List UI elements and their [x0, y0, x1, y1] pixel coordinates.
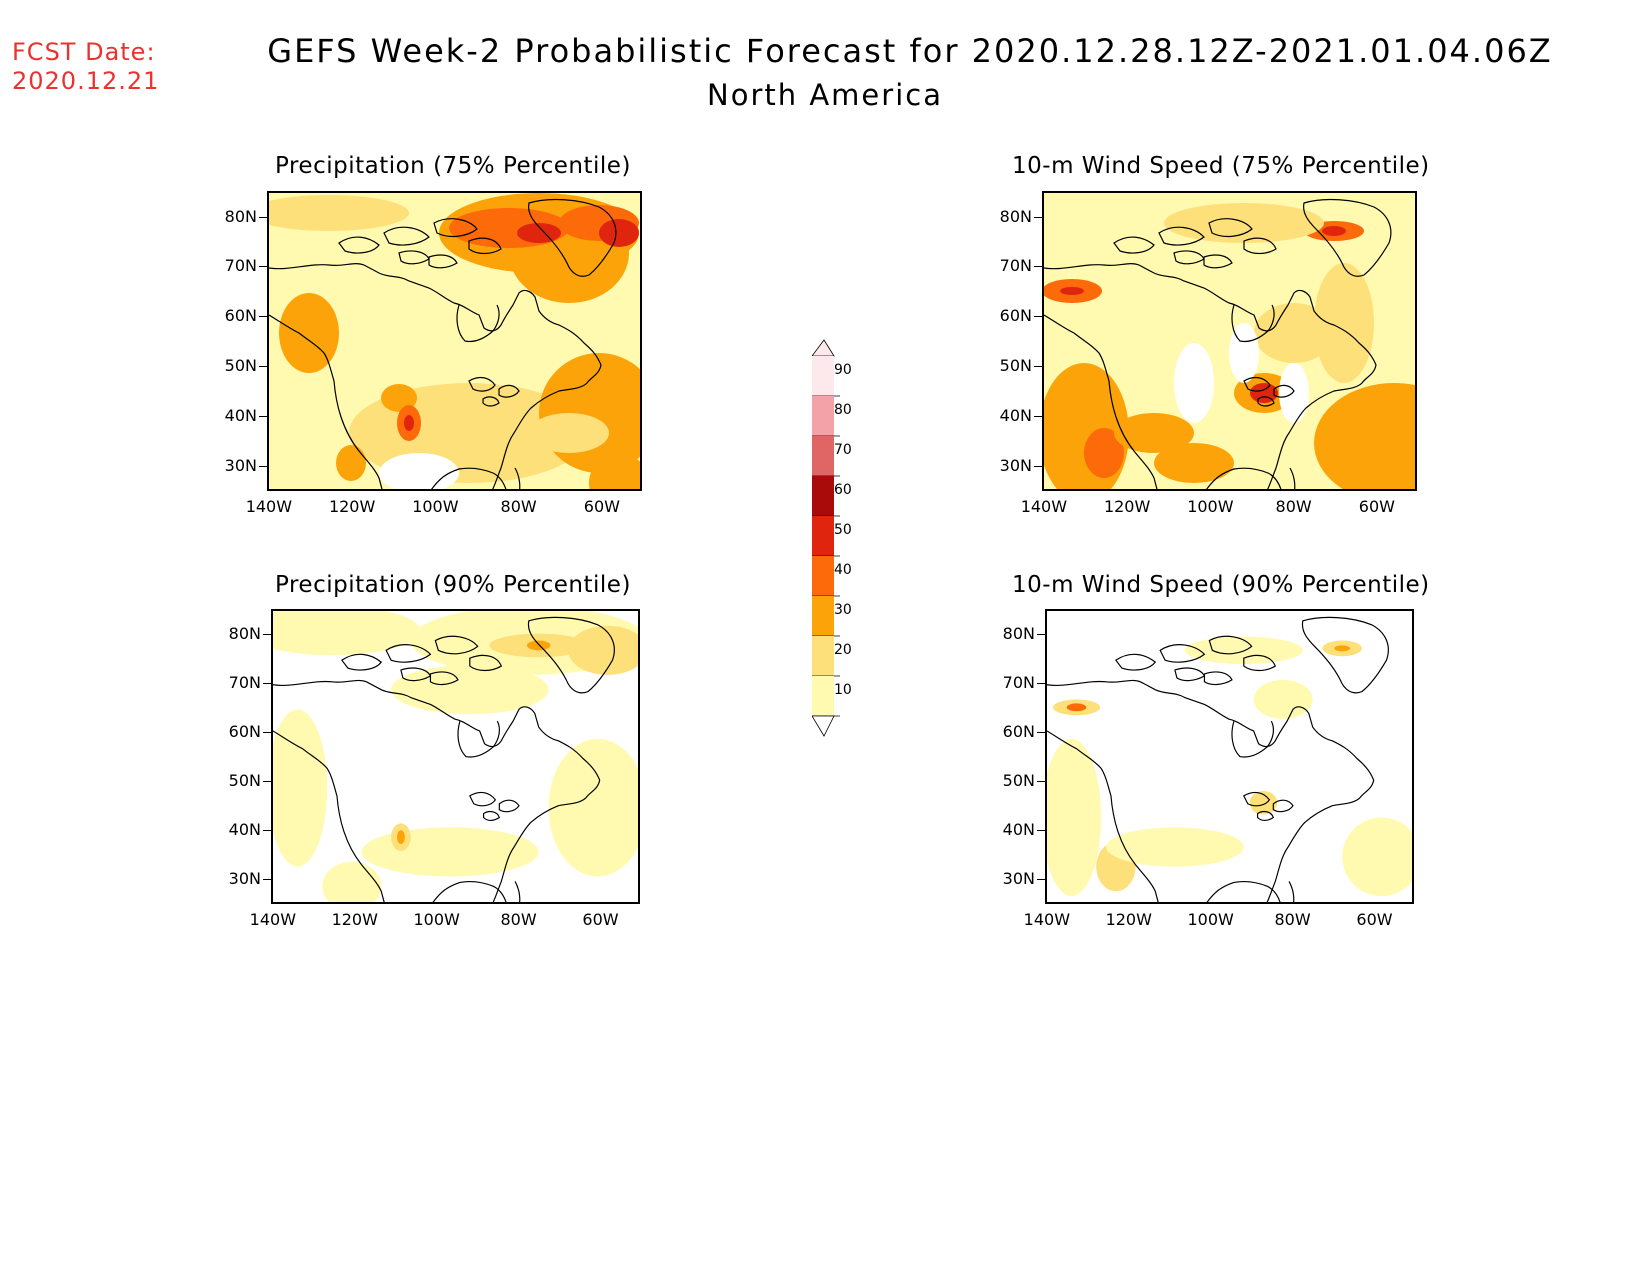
lat-tick-label: 40N — [224, 405, 257, 425]
lat-tick-mark — [1037, 878, 1045, 880]
colorbar-level-label: 10 — [834, 682, 852, 698]
panel-title-wind-90: 10-m Wind Speed (90% Percentile) — [1012, 572, 1430, 598]
lat-tick-mark — [259, 465, 267, 467]
lon-tick-label: 100W — [413, 910, 460, 929]
lon-tick-label: 120W — [331, 910, 378, 929]
colorbar-level-label: 80 — [834, 402, 852, 418]
lat-tick-mark — [1037, 732, 1045, 733]
panel-title-wind-75: 10-m Wind Speed (75% Percentile) — [1012, 153, 1430, 179]
lon-tick-label: 120W — [1103, 497, 1151, 516]
lon-tick-label: 120W — [1105, 910, 1152, 929]
lat-tick-mark — [259, 216, 267, 218]
lon-tick-label: 80W — [1275, 497, 1312, 516]
lat-tick-mark — [1034, 216, 1042, 218]
lat-tick-label: 80N — [228, 624, 261, 644]
lon-tick-label: 140W — [1020, 497, 1068, 516]
lon-tick-label: 60W — [1358, 497, 1395, 516]
lat-tick-label: 70N — [999, 256, 1032, 276]
lon-tick-label: 100W — [1187, 910, 1234, 929]
lon-tick-label: 100W — [1187, 497, 1234, 516]
lat-tick-mark — [1034, 316, 1042, 318]
lon-tick-label: 60W — [583, 497, 620, 516]
lat-tick-mark — [263, 634, 271, 636]
map-precip-90 — [271, 609, 640, 904]
lat-tick-label: 70N — [228, 673, 261, 693]
lat-tick-mark — [1037, 780, 1045, 782]
lat-tick-mark — [263, 732, 271, 733]
lat-tick-label: 80N — [1002, 624, 1035, 644]
lat-tick-mark — [1034, 465, 1042, 467]
lon-tick-label: 100W — [412, 497, 459, 516]
lat-tick-label: 30N — [1002, 868, 1035, 888]
lat-tick-label: 60N — [228, 722, 261, 741]
lat-tick-label: 50N — [1002, 770, 1035, 790]
lat-tick-mark — [1037, 683, 1045, 685]
lon-tick-label: 140W — [249, 910, 297, 929]
lat-tick-label: 50N — [999, 355, 1032, 375]
panel-title-precip-90: Precipitation (90% Percentile) — [275, 572, 631, 598]
lat-tick-label: 30N — [228, 868, 261, 888]
lat-tick-label: 60N — [224, 306, 257, 326]
fcst-date-value: 2020.12.21 — [12, 67, 160, 95]
lat-tick-label: 30N — [999, 455, 1032, 475]
lat-tick-mark — [259, 415, 267, 417]
lat-tick-mark — [263, 829, 271, 831]
lat-tick-label: 80N — [224, 206, 257, 226]
lon-tick-label: 60W — [1356, 910, 1393, 929]
lat-tick-mark — [1034, 365, 1042, 367]
colorbar-graphic — [811, 339, 840, 737]
region-title: North America — [707, 78, 943, 112]
lat-tick-label: 40N — [228, 819, 261, 839]
lat-tick-mark — [259, 365, 267, 367]
map-wind-75-field — [1044, 193, 1415, 489]
lon-tick-label: 60W — [582, 910, 619, 929]
lon-tick-label: 80W — [500, 910, 537, 929]
lat-tick-label: 60N — [999, 306, 1032, 326]
colorbar-level-label: 60 — [834, 482, 852, 498]
lat-tick-label: 60N — [1002, 722, 1035, 741]
lat-tick-label: 40N — [1002, 819, 1035, 839]
map-wind-75 — [1042, 191, 1417, 491]
main-title: GEFS Week-2 Probabilistic Forecast for 2… — [267, 32, 1553, 70]
lon-tick-label: 140W — [245, 497, 293, 516]
lat-tick-label: 40N — [999, 405, 1032, 425]
lat-tick-mark — [1034, 266, 1042, 268]
colorbar-level-label: 90 — [834, 362, 852, 378]
colorbar-level-label: 20 — [834, 642, 852, 658]
lat-tick-mark — [259, 316, 267, 318]
colorbar-level-label: 70 — [834, 442, 852, 458]
lat-tick-mark — [1037, 829, 1045, 831]
lat-tick-label: 70N — [224, 256, 257, 276]
lat-tick-label: 50N — [224, 355, 257, 375]
map-precip-75-field — [269, 193, 640, 489]
lat-tick-label: 80N — [999, 206, 1032, 226]
map-precip-75 — [267, 191, 642, 491]
panel-title-precip-75: Precipitation (75% Percentile) — [275, 153, 631, 179]
forecast-date-block: FCST Date: 2020.12.21 — [12, 38, 159, 96]
lat-tick-mark — [263, 878, 271, 880]
colorbar: 90 80 70 60 50 40 30 20 10 — [811, 336, 852, 750]
lon-tick-label: 80W — [500, 497, 537, 516]
lat-tick-mark — [1034, 415, 1042, 417]
lat-tick-mark — [1037, 634, 1045, 636]
lat-tick-label: 50N — [228, 770, 261, 790]
colorbar-level-label: 40 — [834, 562, 852, 578]
lat-tick-mark — [259, 266, 267, 268]
map-precip-90-field — [273, 611, 638, 902]
colorbar-level-label: 30 — [834, 602, 852, 618]
lat-tick-mark — [263, 683, 271, 685]
map-wind-90-field — [1047, 611, 1412, 902]
lat-tick-label: 70N — [1002, 673, 1035, 693]
lon-tick-label: 120W — [328, 497, 376, 516]
colorbar-level-label: 50 — [834, 522, 852, 538]
lat-tick-mark — [263, 780, 271, 782]
fcst-date-label: FCST Date: — [12, 38, 156, 66]
lat-tick-label: 30N — [224, 455, 257, 475]
lon-tick-label: 140W — [1023, 910, 1071, 929]
map-wind-90 — [1045, 609, 1414, 904]
lon-tick-label: 80W — [1274, 910, 1311, 929]
